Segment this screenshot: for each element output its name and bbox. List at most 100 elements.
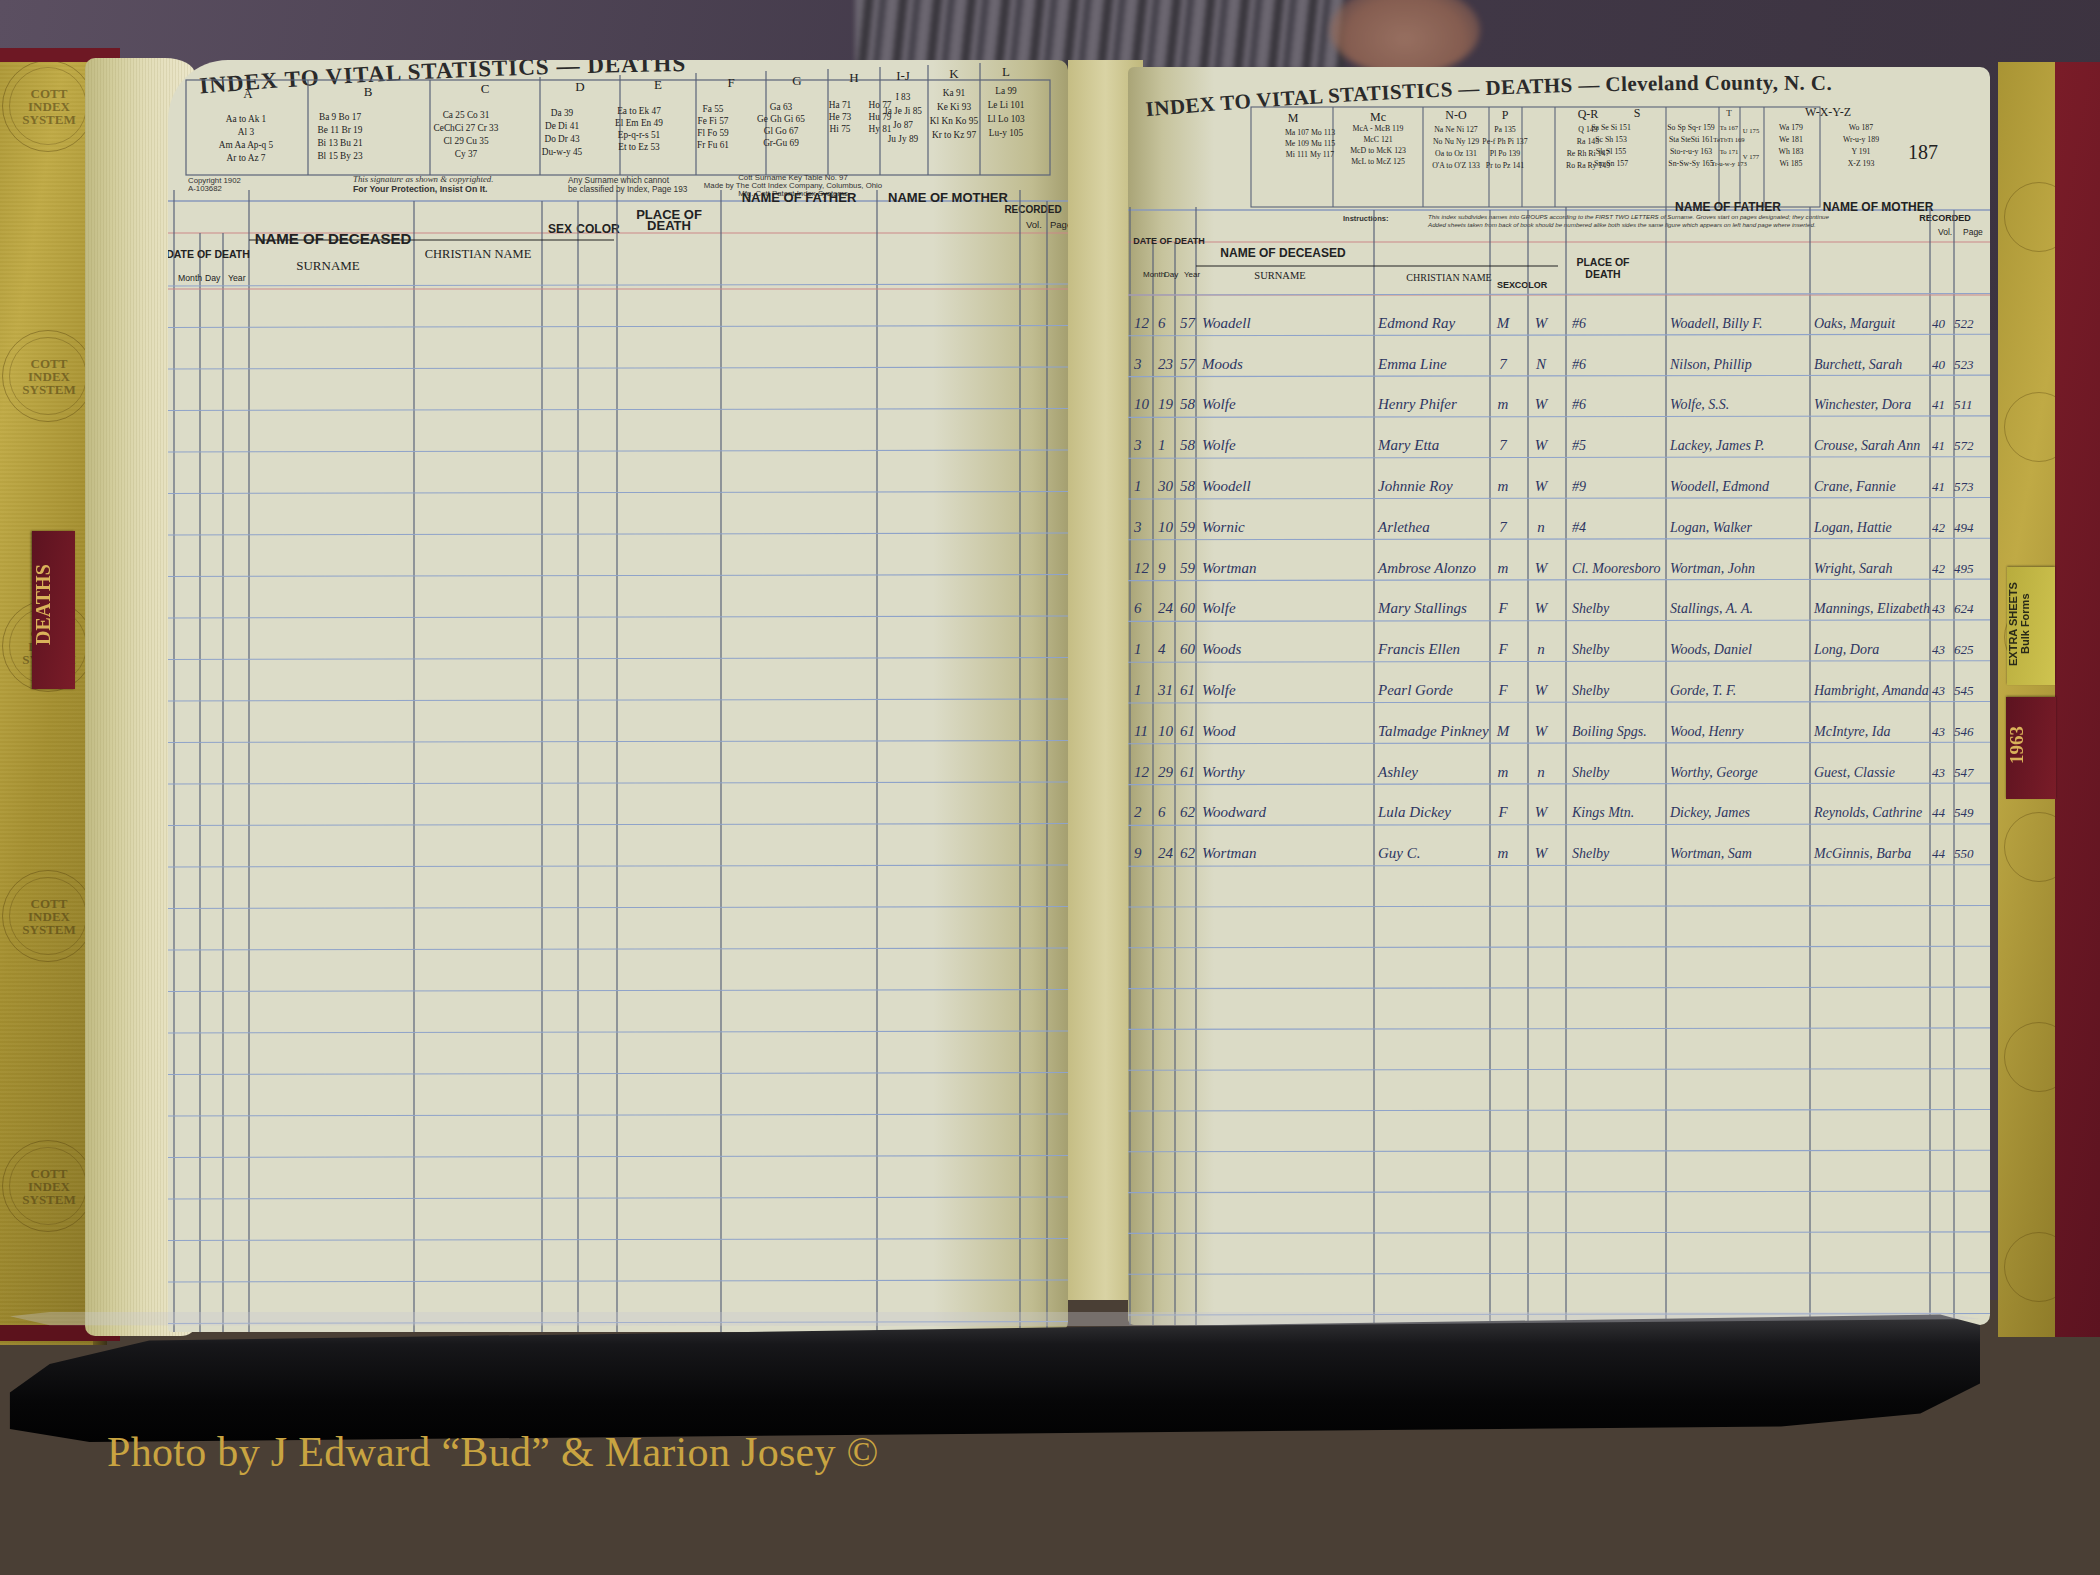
svg-text:60: 60 bbox=[1180, 641, 1196, 657]
svg-text:COLOR: COLOR bbox=[1515, 280, 1548, 290]
svg-text:Crouse, Sarah Ann: Crouse, Sarah Ann bbox=[1814, 438, 1920, 453]
svg-text:573: 573 bbox=[1954, 479, 1974, 494]
svg-text:Shelby: Shelby bbox=[1572, 642, 1610, 657]
svg-text:N: N bbox=[1535, 356, 1547, 372]
svg-text:6: 6 bbox=[1134, 600, 1142, 616]
svg-text:7: 7 bbox=[1499, 356, 1508, 372]
svg-text:n: n bbox=[1537, 641, 1545, 657]
svg-text:m: m bbox=[1498, 845, 1509, 861]
svg-text:Shelby: Shelby bbox=[1572, 683, 1610, 698]
svg-text:43: 43 bbox=[1932, 765, 1946, 780]
svg-text:Gl Go 67: Gl Go 67 bbox=[764, 126, 799, 136]
svg-text:44: 44 bbox=[1932, 805, 1946, 820]
svg-text:547: 547 bbox=[1954, 765, 1974, 780]
svg-text:Ba 9 Bo 17: Ba 9 Bo 17 bbox=[319, 112, 361, 122]
svg-text:NAME OF DECEASED: NAME OF DECEASED bbox=[1220, 246, 1346, 260]
svg-text:Woodell: Woodell bbox=[1202, 478, 1251, 494]
svg-text:SURNAME: SURNAME bbox=[1254, 270, 1305, 281]
svg-text:McD to McK 123: McD to McK 123 bbox=[1350, 146, 1406, 155]
svg-text:Year: Year bbox=[1184, 270, 1201, 279]
svg-text:Edmond Ray: Edmond Ray bbox=[1377, 315, 1455, 331]
svg-text:Lackey, James P.: Lackey, James P. bbox=[1669, 438, 1765, 453]
svg-text:Woods: Woods bbox=[1202, 641, 1242, 657]
svg-text:29: 29 bbox=[1158, 764, 1174, 780]
svg-text:M: M bbox=[1288, 111, 1299, 125]
svg-text:W-X-Y-Z: W-X-Y-Z bbox=[1805, 105, 1851, 119]
svg-text:E: E bbox=[654, 77, 662, 92]
svg-text:F: F bbox=[1497, 804, 1508, 820]
svg-text:58: 58 bbox=[1180, 437, 1196, 453]
svg-text:3: 3 bbox=[1133, 519, 1142, 535]
svg-text:Ca 25 Co 31: Ca 25 Co 31 bbox=[443, 110, 490, 120]
svg-text:Woodell, Edmond: Woodell, Edmond bbox=[1670, 479, 1770, 494]
svg-text:m: m bbox=[1498, 560, 1509, 576]
svg-text:6: 6 bbox=[1158, 804, 1166, 820]
svg-text:43: 43 bbox=[1932, 601, 1946, 616]
svg-text:L: L bbox=[1002, 64, 1010, 79]
svg-text:6: 6 bbox=[1158, 315, 1166, 331]
svg-text:Shelby: Shelby bbox=[1572, 846, 1610, 861]
svg-text:W: W bbox=[1535, 845, 1549, 861]
svg-text:Ga 63: Ga 63 bbox=[770, 102, 793, 112]
svg-text:Cl 29 Cu 35: Cl 29 Cu 35 bbox=[443, 136, 489, 146]
svg-text:McC 121: McC 121 bbox=[1363, 135, 1392, 144]
svg-text:Long, Dora: Long, Dora bbox=[1813, 642, 1879, 657]
svg-text:Fr Fu 61: Fr Fu 61 bbox=[697, 140, 729, 150]
svg-text:Fe Fi 57: Fe Fi 57 bbox=[698, 116, 729, 126]
svg-text:Oaks, Marguit: Oaks, Marguit bbox=[1814, 316, 1896, 331]
svg-text:Et to Ez 53: Et to Ez 53 bbox=[618, 142, 660, 152]
svg-text:40: 40 bbox=[1932, 316, 1946, 331]
svg-text:Bi 13 Bu 21: Bi 13 Bu 21 bbox=[317, 138, 363, 148]
svg-text:62: 62 bbox=[1180, 804, 1196, 820]
svg-text:Wolfe, S.S.: Wolfe, S.S. bbox=[1670, 397, 1729, 412]
svg-text:#6: #6 bbox=[1572, 397, 1586, 412]
svg-text:Lula Dickey: Lula Dickey bbox=[1377, 804, 1451, 820]
svg-text:Hi 75: Hi 75 bbox=[830, 124, 851, 134]
svg-text:C: C bbox=[481, 81, 490, 96]
svg-text:Wortman: Wortman bbox=[1202, 845, 1256, 861]
svg-text:Ka 91: Ka 91 bbox=[943, 88, 966, 98]
svg-text:7: 7 bbox=[1499, 519, 1508, 535]
svg-text:Aa to Ak 1: Aa to Ak 1 bbox=[226, 114, 267, 124]
svg-text:Johnnie Roy: Johnnie Roy bbox=[1378, 478, 1453, 494]
svg-text:Month: Month bbox=[1143, 270, 1165, 279]
svg-text:A-103682: A-103682 bbox=[188, 184, 222, 193]
svg-text:I-J: I-J bbox=[896, 68, 910, 83]
svg-text:S: S bbox=[1634, 106, 1641, 120]
svg-text:Wa 179: Wa 179 bbox=[1779, 123, 1803, 132]
svg-text:Ll Lo 103: Ll Lo 103 bbox=[987, 114, 1025, 124]
svg-text:Wh 183: Wh 183 bbox=[1779, 147, 1804, 156]
svg-text:Lu-y 105: Lu-y 105 bbox=[989, 128, 1024, 138]
svg-text:Ha 71: Ha 71 bbox=[829, 100, 852, 110]
svg-text:Ep-q-r-s 51: Ep-q-r-s 51 bbox=[618, 130, 661, 140]
svg-text:44: 44 bbox=[1932, 846, 1946, 861]
svg-text:Woadell, Billy F.: Woadell, Billy F. bbox=[1670, 316, 1763, 331]
svg-text:Kr to Kz 97: Kr to Kz 97 bbox=[932, 130, 977, 140]
svg-text:Woods, Daniel: Woods, Daniel bbox=[1670, 642, 1752, 657]
svg-text:1: 1 bbox=[1158, 437, 1166, 453]
svg-text:T: T bbox=[1726, 108, 1732, 118]
svg-text:Me 109 Mu 115: Me 109 Mu 115 bbox=[1285, 139, 1335, 148]
svg-text:Shelby: Shelby bbox=[1572, 601, 1610, 616]
svg-text:Francis Ellen: Francis Ellen bbox=[1377, 641, 1460, 657]
svg-text:DEATH: DEATH bbox=[1585, 268, 1620, 280]
svg-text:be classified by Index, Page: be classified by Index, Page 193 bbox=[568, 184, 688, 194]
svg-text:M: M bbox=[1496, 723, 1511, 739]
svg-text:B: B bbox=[364, 84, 373, 99]
svg-text:Al 3: Al 3 bbox=[238, 127, 255, 137]
svg-text:1: 1 bbox=[1134, 682, 1142, 698]
svg-text:TeTbTi 169: TeTbTi 169 bbox=[1713, 136, 1745, 143]
svg-text:X-Z 193: X-Z 193 bbox=[1848, 159, 1875, 168]
svg-text:La 99: La 99 bbox=[995, 86, 1017, 96]
svg-text:McIntyre, Ida: McIntyre, Ida bbox=[1813, 724, 1890, 739]
svg-text:Wood: Wood bbox=[1202, 723, 1236, 739]
svg-text:57: 57 bbox=[1180, 356, 1197, 372]
svg-text:W: W bbox=[1535, 682, 1549, 698]
svg-text:Wornic: Wornic bbox=[1202, 519, 1245, 535]
svg-text:24: 24 bbox=[1158, 845, 1174, 861]
svg-text:m: m bbox=[1498, 396, 1509, 412]
svg-text:12: 12 bbox=[1134, 560, 1150, 576]
svg-text:NAME OF MOTHER: NAME OF MOTHER bbox=[888, 190, 1008, 205]
svg-text:1: 1 bbox=[1134, 641, 1142, 657]
svg-text:11: 11 bbox=[1134, 723, 1148, 739]
